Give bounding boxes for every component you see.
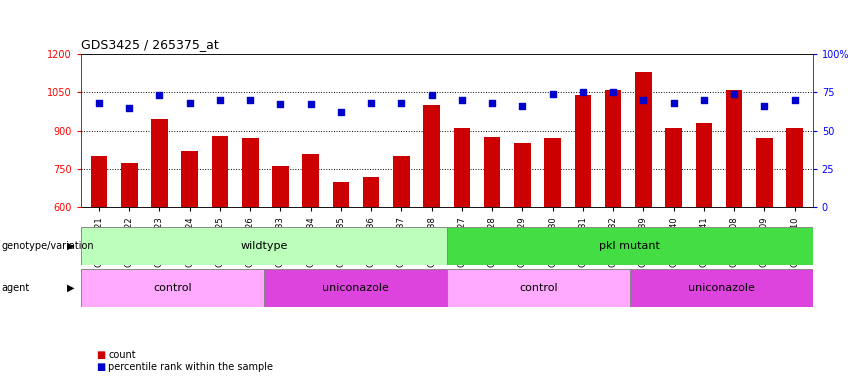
Bar	[695, 123, 712, 207]
Bar	[630, 269, 813, 307]
Bar	[121, 163, 138, 207]
Bar	[514, 142, 531, 207]
Bar	[212, 136, 228, 207]
Point	[576, 89, 590, 95]
Text: genotype/variation: genotype/variation	[2, 241, 94, 251]
Point	[667, 100, 681, 106]
Point	[637, 97, 650, 103]
Bar	[574, 95, 591, 207]
Bar	[635, 72, 652, 207]
Point	[92, 100, 106, 106]
Text: wildtype: wildtype	[240, 241, 288, 251]
Bar	[181, 151, 198, 207]
Text: control: control	[153, 283, 191, 293]
Point	[697, 97, 711, 103]
Text: ■: ■	[96, 362, 106, 372]
Bar	[393, 156, 409, 207]
Point	[516, 103, 529, 109]
Point	[606, 89, 620, 95]
Bar	[454, 128, 471, 207]
Text: percentile rank within the sample: percentile rank within the sample	[108, 362, 273, 372]
Point	[485, 100, 499, 106]
Point	[455, 97, 469, 103]
Text: uniconazole: uniconazole	[688, 283, 755, 293]
Point	[728, 91, 741, 97]
Bar	[363, 177, 380, 207]
Bar	[484, 137, 500, 207]
Bar	[333, 182, 349, 207]
Text: control: control	[519, 283, 557, 293]
Bar	[447, 227, 813, 265]
Point	[364, 100, 378, 106]
Bar	[545, 138, 561, 207]
Text: GDS3425 / 265375_at: GDS3425 / 265375_at	[81, 38, 219, 51]
Point	[152, 92, 166, 98]
Bar	[726, 89, 742, 207]
Bar	[605, 89, 621, 207]
Text: ▶: ▶	[67, 241, 74, 251]
Point	[304, 101, 317, 108]
Point	[788, 97, 802, 103]
Text: pkl mutant: pkl mutant	[599, 241, 660, 251]
Text: ▶: ▶	[67, 283, 74, 293]
Bar	[91, 156, 107, 207]
Bar	[756, 138, 773, 207]
Bar	[786, 128, 802, 207]
Bar	[272, 166, 288, 207]
Point	[395, 100, 408, 106]
Point	[425, 92, 438, 98]
Point	[274, 101, 288, 108]
Text: uniconazole: uniconazole	[322, 283, 389, 293]
Point	[123, 104, 136, 111]
Text: count: count	[108, 350, 135, 360]
Text: agent: agent	[2, 283, 30, 293]
Bar	[447, 269, 630, 307]
Bar	[264, 269, 447, 307]
Bar	[151, 119, 168, 207]
Bar	[302, 154, 319, 207]
Point	[545, 91, 559, 97]
Point	[757, 103, 771, 109]
Bar	[423, 105, 440, 207]
Point	[334, 109, 348, 115]
Bar	[81, 269, 264, 307]
Point	[183, 100, 197, 106]
Text: ■: ■	[96, 350, 106, 360]
Bar	[665, 128, 682, 207]
Point	[243, 97, 257, 103]
Bar	[81, 227, 447, 265]
Point	[213, 97, 226, 103]
Bar	[242, 138, 259, 207]
